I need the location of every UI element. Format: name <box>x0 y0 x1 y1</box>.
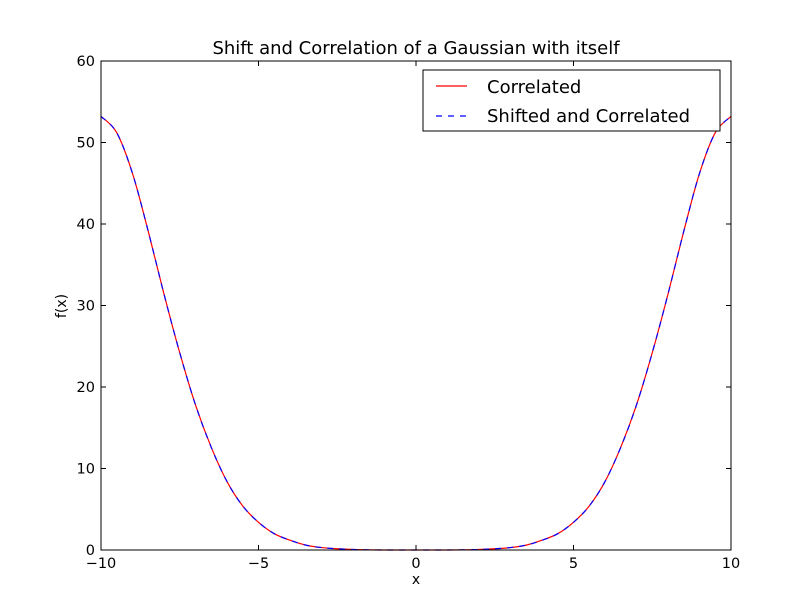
x-tick-label: 10 <box>722 556 740 572</box>
legend: Correlated Shifted and Correlated <box>422 69 721 132</box>
x-tick-label: 5 <box>569 556 578 572</box>
y-tick-label: 50 <box>77 136 95 152</box>
series-line-shifted-and-correlated <box>100 115 732 551</box>
y-tick-label: 20 <box>77 380 95 396</box>
x-tick-label: −10 <box>86 556 117 572</box>
y-tick-label: 30 <box>77 299 95 315</box>
x-tick-label: −5 <box>248 556 269 572</box>
y-tick-label: 0 <box>86 543 95 559</box>
legend-frame <box>422 69 721 132</box>
legend-label-shifted: Shifted and Correlated <box>487 106 690 127</box>
series-line-correlated <box>100 115 732 551</box>
x-tick-label: 0 <box>411 556 420 572</box>
plot-frame <box>100 60 732 551</box>
y-tick-label: 40 <box>77 217 95 233</box>
y-tick-label: 60 <box>77 54 95 70</box>
y-tick-label: 10 <box>77 462 95 478</box>
y-axis-label: f(x) <box>54 294 70 318</box>
chart-title: Shift and Correlation of a Gaussian with… <box>212 38 620 59</box>
series-lines <box>100 115 732 551</box>
x-axis-label: x <box>412 572 420 588</box>
axis-ticks: −10 −5 0 5 10 0 10 20 30 40 50 60 <box>77 54 741 572</box>
legend-label-correlated: Correlated <box>487 77 581 98</box>
